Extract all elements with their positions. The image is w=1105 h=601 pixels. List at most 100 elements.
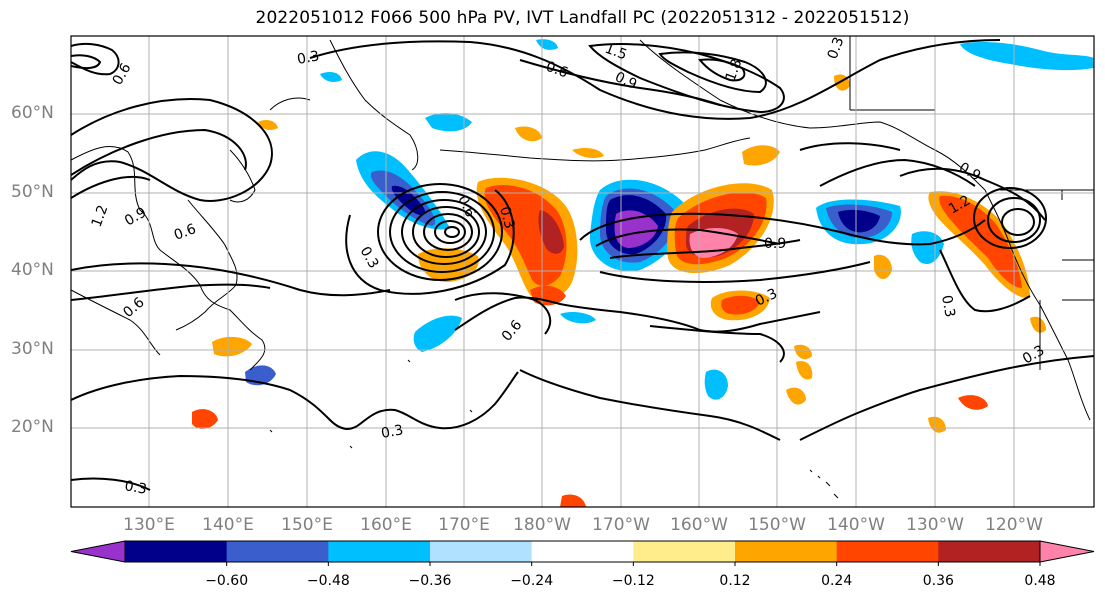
pos-anomaly-subtropic-6 bbox=[958, 395, 988, 410]
pos-anomaly-n-pacific bbox=[515, 126, 542, 142]
colorbar-tick-label: −0.60 bbox=[205, 573, 249, 589]
contour-0.6-subtropic bbox=[71, 262, 391, 297]
contour-0.3-east bbox=[799, 142, 901, 151]
chart-title: 2022051012 F066 500 hPa PV, IVT Landfall… bbox=[255, 8, 910, 28]
anomaly-shading bbox=[192, 39, 1094, 507]
colorbar-segment bbox=[735, 541, 838, 562]
colorbar-segment bbox=[531, 541, 634, 562]
colorbar bbox=[70, 540, 1095, 566]
contour-east-0.3-bend bbox=[939, 249, 1031, 313]
colorbar-segment bbox=[226, 541, 329, 562]
contour-central-trough-inner bbox=[595, 228, 781, 247]
cutoff-low-ring-3 bbox=[401, 199, 487, 265]
longitude-label: 170°W bbox=[592, 515, 650, 535]
pos-anomaly-subtropic-8 bbox=[560, 494, 586, 507]
longitude-label: 180°W bbox=[513, 515, 571, 535]
contour-0.3-south-loop bbox=[649, 325, 785, 363]
colorbar-segment bbox=[633, 541, 736, 562]
pos-anomaly-small-4 bbox=[874, 254, 892, 279]
cutoff-low-ring-5 bbox=[423, 213, 473, 251]
pos-anomaly-small-1 bbox=[572, 148, 604, 158]
east-low-ring-2 bbox=[987, 197, 1041, 243]
contour-label: 0.3 bbox=[380, 422, 405, 442]
contour-label: 0.3 bbox=[296, 48, 321, 68]
colorbar-outline bbox=[124, 540, 1041, 563]
longitude-label: 150°E bbox=[281, 515, 333, 535]
latitude-label: 30°N bbox=[11, 339, 54, 359]
cutoff-low-ring-1 bbox=[377, 183, 503, 281]
colorbar-segment bbox=[430, 541, 533, 562]
pos-anomaly-mid-east-core bbox=[721, 295, 760, 315]
pos-anomaly-dateline-tail bbox=[530, 285, 566, 306]
longitude-label: 160°E bbox=[360, 515, 412, 535]
colorbar-tick-label: 0.36 bbox=[922, 573, 954, 589]
pos-anomaly-subtropic-2 bbox=[192, 409, 218, 429]
contour-0.6-mid bbox=[454, 292, 552, 335]
contour-0.3-far-south bbox=[71, 477, 151, 491]
colorbar-tick-label: 0.24 bbox=[821, 573, 853, 589]
contour-label: 1.8 bbox=[723, 57, 746, 83]
coast-small-islands bbox=[269, 359, 473, 449]
colorbar-tick-label: 0.12 bbox=[719, 573, 751, 589]
longitude-label: 120°W bbox=[985, 515, 1043, 535]
contour-label: 0.3 bbox=[496, 205, 517, 231]
contour-1.2-north bbox=[71, 175, 151, 199]
neg-anomaly-mid-lat bbox=[413, 315, 462, 352]
coast-alaska bbox=[639, 39, 986, 191]
east-low-ring-1 bbox=[973, 187, 1047, 249]
contour-polar-vortex-2 bbox=[658, 51, 767, 94]
contour-polar-vortex-3 bbox=[698, 58, 746, 82]
contour-0.6-central bbox=[599, 261, 871, 283]
contour-0.9-subtropic bbox=[71, 283, 271, 301]
contour-0.6-east bbox=[819, 158, 976, 187]
colorbar-tick-label: 0.48 bbox=[1024, 573, 1056, 589]
canada-border bbox=[849, 36, 1094, 370]
latitude-label: 60°N bbox=[11, 103, 54, 123]
contour-0.9-north bbox=[71, 128, 247, 176]
neg-anomaly-north-pacific-small bbox=[425, 113, 472, 132]
colorbar-tick-label: −0.48 bbox=[306, 573, 350, 589]
colorbar-segment bbox=[328, 541, 431, 562]
contour-0.6-north bbox=[71, 98, 273, 202]
cutoff-low-ring-6 bbox=[434, 220, 466, 244]
longitude-label: 160°W bbox=[670, 515, 728, 535]
colorbar-tick-label: −0.24 bbox=[510, 573, 554, 589]
pos-anomaly-subtropic-4 bbox=[796, 360, 813, 380]
neg-anomaly-east-core bbox=[838, 209, 880, 233]
contour-polar-vortex-1 bbox=[588, 43, 785, 114]
latitude-label: 40°N bbox=[11, 260, 54, 280]
contour-west-1 bbox=[71, 42, 120, 76]
pos-anomaly-subtropic-1 bbox=[212, 336, 252, 357]
contour-label: 0.6 bbox=[172, 221, 198, 244]
latitude-label: 20°N bbox=[11, 417, 54, 437]
pos-anomaly-gulf-alaska bbox=[742, 145, 780, 166]
latitude-label: 50°N bbox=[11, 182, 54, 202]
contour-central-trough-outer bbox=[579, 212, 986, 246]
neg-anomaly-small-2 bbox=[320, 72, 342, 82]
coast-aleutians bbox=[439, 137, 751, 162]
colorbar-segment bbox=[836, 541, 939, 562]
cutoff-low-ring-4 bbox=[412, 206, 480, 258]
pos-anomaly-west-coast-mid bbox=[939, 195, 1022, 288]
pos-anomaly-subtropic-3 bbox=[794, 344, 812, 360]
longitude-label: 170°E bbox=[438, 515, 490, 535]
pos-anomaly-subtropic-5 bbox=[786, 387, 806, 405]
map-frame bbox=[70, 35, 1095, 508]
neg-anomaly-subtropic-2 bbox=[704, 369, 728, 400]
longitude-label: 130°W bbox=[906, 515, 964, 535]
pos-anomaly-subtropic-7 bbox=[928, 416, 946, 433]
coast-hawaii bbox=[809, 469, 839, 499]
neg-anomaly-alaska bbox=[960, 42, 1094, 71]
east-low-ring-3 bbox=[1001, 208, 1035, 236]
pv-contours bbox=[71, 39, 1094, 491]
contour-0.3-mid-south bbox=[519, 369, 781, 441]
longitude-label: 150°W bbox=[748, 515, 806, 535]
contour-label: 0.3 bbox=[938, 294, 958, 319]
cutoff-low-ring-2 bbox=[389, 191, 495, 273]
longitude-label: 130°E bbox=[123, 515, 175, 535]
neg-anomaly-east-small bbox=[911, 231, 944, 264]
graticule bbox=[71, 36, 1094, 507]
contour-0.3-north bbox=[309, 39, 1001, 120]
contour-west-2 bbox=[71, 54, 102, 70]
